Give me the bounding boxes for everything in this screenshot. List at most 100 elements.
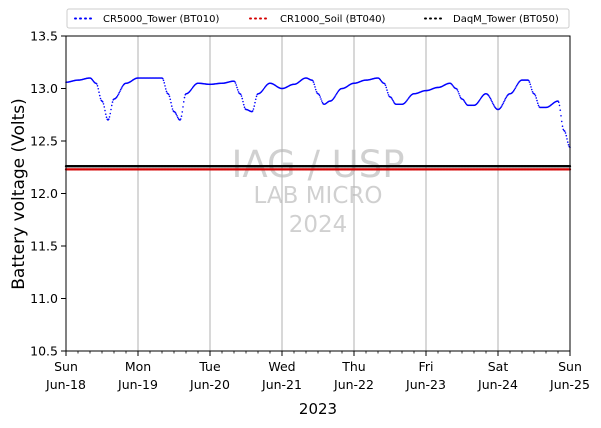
x-tick-label-date: Jun-24 [477, 377, 518, 392]
data-point [493, 105, 496, 107]
data-point [235, 84, 238, 86]
data-point [315, 90, 318, 93]
data-point [104, 109, 106, 112]
data-point [478, 99, 481, 102]
data-point [490, 99, 493, 101]
data-point [167, 93, 170, 96]
x-tick-label-date: Jun-18 [45, 377, 86, 392]
data-point [536, 99, 538, 102]
data-point [559, 109, 562, 111]
y-axis-title: Battery voltage (Volts) [9, 98, 29, 289]
data-point [116, 94, 119, 97]
watermark-line-3: 2024 [289, 212, 348, 238]
data-point [562, 128, 565, 131]
data-point [386, 91, 389, 94]
legend-item-1: CR5000_Tower (BT010) [74, 14, 219, 25]
data-point [180, 115, 183, 117]
data-point [385, 86, 388, 89]
data-point [530, 88, 533, 91]
series-3 [64, 165, 572, 168]
y-tick-label: 13.5 [30, 29, 58, 44]
data-point [179, 118, 182, 120]
x-tick-label-day: Sat [488, 359, 509, 374]
series-2 [64, 168, 572, 171]
data-point [313, 83, 316, 86]
data-point [458, 92, 460, 95]
data-point [557, 101, 560, 104]
x-tick-label-day: Mon [125, 359, 151, 374]
data-point [314, 86, 316, 88]
data-point [504, 97, 507, 100]
data-point [455, 88, 458, 90]
data-point [165, 90, 168, 93]
data-point [103, 106, 106, 108]
data-point [183, 96, 186, 99]
data-point [488, 95, 490, 97]
data-point [239, 93, 242, 96]
x-tick-label-date: Jun-22 [333, 377, 374, 392]
x-tick-label-date: Jun-23 [405, 377, 446, 392]
data-point [534, 94, 537, 97]
data-point [314, 88, 317, 91]
x-tick-label-day: Wed [268, 359, 295, 374]
legend: CR5000_Tower (BT010) CR1000_Soil (BT040)… [66, 8, 570, 29]
data-point [119, 90, 121, 92]
x-tick-label-day: Sun [54, 359, 78, 374]
watermark: IAG / USP LAB MICRO 2024 [231, 143, 404, 238]
data-point [491, 100, 493, 103]
data-point [320, 98, 322, 100]
data-point [121, 85, 124, 88]
data-point [392, 99, 394, 102]
legend-item-2: CR1000_Soil (BT040) [249, 14, 386, 25]
data-point [251, 110, 254, 112]
data-point [95, 83, 98, 85]
data-point [488, 96, 491, 99]
data-point [102, 103, 105, 105]
data-point [489, 97, 492, 100]
data-point [176, 116, 179, 119]
data-point [312, 81, 315, 83]
data-point [118, 91, 121, 94]
data-point [386, 89, 388, 91]
data-point [387, 94, 390, 96]
data-point [116, 95, 118, 98]
data-point [457, 90, 460, 93]
data-point [566, 141, 569, 143]
data-point [317, 93, 320, 95]
legend-label-2: CR1000_Soil (BT040) [280, 14, 386, 25]
x-axis-title: 2023 [299, 400, 337, 418]
data-point [531, 90, 534, 93]
data-point [390, 97, 393, 99]
data-point [516, 83, 519, 86]
data-point [253, 105, 256, 107]
data-point [174, 112, 177, 114]
data-point [104, 113, 107, 115]
data-point [512, 89, 515, 92]
data-point [530, 86, 532, 88]
data-point [169, 98, 172, 101]
data-point [170, 105, 173, 107]
data-point [515, 86, 517, 88]
data-point [567, 144, 570, 146]
data-point [241, 97, 244, 100]
data-point [181, 111, 184, 113]
y-tick-label: 11.5 [30, 239, 58, 254]
y-tick-label: 12.5 [30, 134, 58, 149]
data-point [335, 94, 337, 96]
data-point [182, 101, 185, 103]
data-point [233, 80, 236, 83]
data-point [319, 96, 322, 98]
data-point [464, 101, 466, 103]
series-1 [65, 77, 571, 149]
data-point [171, 108, 174, 110]
data-point [391, 98, 394, 100]
data-point [99, 97, 102, 100]
data-point [110, 104, 113, 107]
legend-item-3: DaqM_Tower (BT050) [424, 14, 559, 25]
data-point [463, 100, 466, 102]
data-point [557, 100, 559, 102]
data-point [564, 132, 567, 134]
x-tick-label-day: Thu [341, 359, 365, 374]
data-point [182, 106, 184, 108]
data-point [502, 102, 505, 104]
